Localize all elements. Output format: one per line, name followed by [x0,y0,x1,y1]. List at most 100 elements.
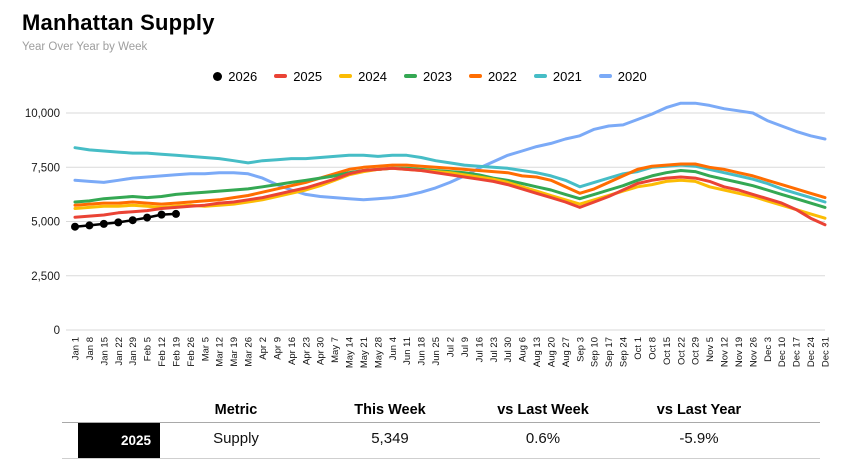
x-axis-tick-label: Dec 17 [792,337,803,367]
x-axis-tick-label: Apr 16 [287,337,298,365]
legend-label: 2025 [293,68,323,84]
y-axis-tick-label: 0 [54,325,60,337]
x-axis-tick-label: May 14 [345,337,356,368]
x-axis-tick-label: Feb 19 [171,337,182,367]
legend-item-2022[interactable]: 2022 [468,68,517,84]
x-axis-tick-label: Aug 27 [561,337,572,367]
legend-label: 2021 [552,68,582,84]
x-axis-tick-label: Nov 12 [720,337,731,367]
legend-swatch-2021 [533,74,547,78]
x-axis-tick-label: Sep 10 [590,337,601,367]
col-header-metric: Metric [214,402,258,418]
x-axis-tick-label: Jul 2 [446,337,457,357]
x-axis-tick-label: Aug 13 [532,337,543,367]
x-axis-tick-label: Oct 22 [676,337,687,365]
x-axis-tick-label: Jul 9 [460,337,471,357]
x-axis-tick-label: Sep 24 [619,337,630,367]
legend-item-2021[interactable]: 2021 [533,68,582,84]
legend-item-2026[interactable]: 2026 [213,69,257,84]
y-axis-tick-label: 2,500 [31,271,60,283]
page-subtitle: Year Over Year by Week [22,41,148,53]
series-point-2026 [85,221,94,230]
x-axis-tick-label: Oct 8 [647,337,658,360]
series-point-2026 [99,219,108,228]
legend-label: 2024 [358,68,388,84]
x-axis-tick-label: Jan 29 [128,337,139,366]
x-axis-tick-label: May 7 [330,337,341,363]
page-title: Manhattan Supply [22,10,215,35]
x-axis-tick-label: Mar 12 [215,337,226,367]
x-axis-tick-label: Jul 16 [474,337,485,362]
supply-chart-canvas: 0 2,500 5,000 7,500 10,000 Jan 1 Jan 8 Jan 15 Ja… [25,101,832,368]
x-axis-tick-label: Jun 25 [431,337,442,366]
series-point-2026 [157,210,166,219]
legend-label: 2022 [487,68,517,84]
series-line-2021 [73,146,827,204]
x-axis-tick-label: Dec 31 [821,337,832,367]
x-axis-tick-label: Mar 19 [229,337,240,367]
cell-vs-last-year: -5.9% [679,430,719,447]
legend-swatch-2024 [339,74,353,78]
x-axis-tick-label: Jul 23 [489,337,500,362]
legend-item-2024[interactable]: 2024 [339,69,387,84]
x-axis-tick-label: Nov 26 [748,337,759,367]
x-axis-tick-label: Jun 4 [388,337,399,360]
legend-item-2020[interactable]: 2020 [598,68,647,84]
x-axis-tick-label: Aug 20 [546,337,557,367]
chart-legend: 2026 2025 2024 2023 2022 2021 2020 [0,67,860,85]
series-point-2026 [171,209,180,218]
x-axis-tick-label: Jan 22 [114,337,125,366]
y-axis-tick-label: 10,000 [25,108,60,120]
y-axis-tick-label: 7,500 [31,162,60,174]
legend-label: 2020 [617,68,647,84]
x-axis-tick-label: Apr 9 [272,337,283,360]
legend-swatch-2023 [404,74,418,78]
series-point-2026 [71,222,79,231]
legend-swatch-2025 [274,74,288,78]
x-axis-tick-label: Dec 24 [806,337,817,367]
col-header-this-week: This Week [354,402,426,418]
legend-swatch-2022 [468,74,482,78]
x-axis-tick-label: Dec 10 [777,337,788,367]
x-axis-tick-label: Oct 1 [633,337,644,360]
x-axis-tick-label: Nov 19 [734,337,745,367]
series-line-2020 [73,101,827,202]
x-axis-tick-label: Jan 1 [71,337,82,360]
x-axis-tick-label: Jan 8 [85,337,96,360]
cell-this-week: 5,349 [371,430,409,447]
legend-swatch-2026 [213,71,223,81]
cell-vs-last-week: 0.6% [525,430,561,447]
x-axis-tick-label: Jan 15 [99,337,110,366]
legend-item-2025[interactable]: 2025 [274,69,322,84]
cell-metric: Supply [213,430,259,447]
x-axis-tick-label: Jul 30 [503,337,514,362]
y-axis-tick-label: 5,000 [31,217,60,229]
legend-label: 2023 [423,68,452,84]
x-axis-tick-label: Oct 29 [691,337,702,365]
row-year-badge: 2025 [78,423,160,458]
x-axis-tick-label: Apr 30 [316,337,327,365]
legend-item-2023[interactable]: 2023 [404,69,452,84]
series-point-2026 [114,218,123,227]
supply-chart: 0 2,500 5,000 7,500 10,000 Jan 1 Jan 8 Jan 15 Ja… [0,95,860,395]
x-axis-tick-label: Dec 3 [763,337,774,362]
x-axis-tick-label: Apr 23 [301,337,312,365]
x-axis-tick-label: Mar 26 [244,337,255,367]
x-axis-tick-label: Sep 17 [604,337,615,367]
x-axis-tick-label: Feb 12 [157,337,168,367]
col-header-vs-last-week: vs Last Week [497,402,589,418]
x-axis-tick-label: Jun 11 [402,337,413,365]
x-axis-tick-label: Feb 5 [143,337,154,361]
series-line-2022 [73,162,827,207]
legend-swatch-2020 [598,74,612,78]
x-axis-tick-label: Apr 2 [258,337,269,360]
x-axis-tick-label: Mar 5 [200,337,211,361]
col-header-vs-last-year: vs Last Year [656,402,742,418]
legend-label: 2026 [228,68,258,84]
series-point-2026 [143,213,152,222]
x-axis-tick-label: Sep 3 [575,337,586,362]
x-axis-tick-label: May 21 [359,337,370,368]
x-axis-tick-label: May 28 [373,337,384,368]
x-axis-tick-label: Feb 26 [186,337,197,367]
table-divider-bottom [62,458,820,459]
